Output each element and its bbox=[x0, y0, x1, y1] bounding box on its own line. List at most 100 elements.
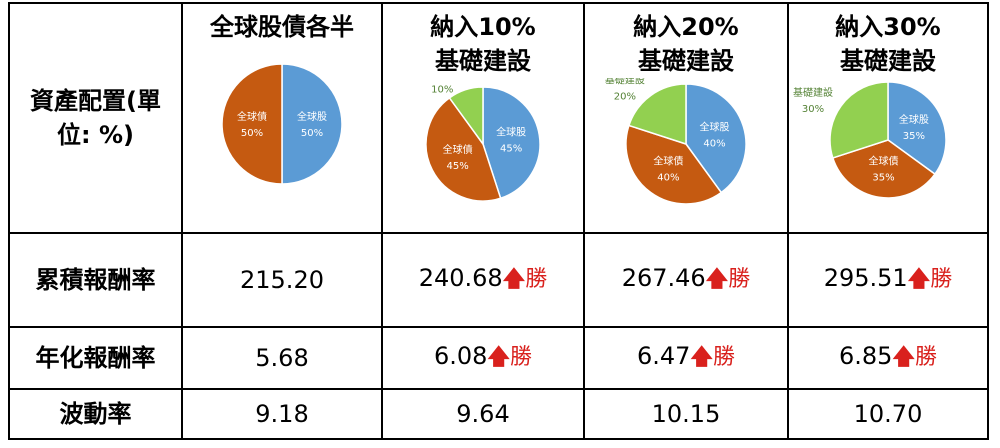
pie-slice-value: 30% bbox=[802, 104, 824, 115]
column-title-line: 基礎建設 bbox=[435, 47, 531, 75]
pie-slice-label: 全球債 bbox=[237, 110, 267, 123]
column-cell-2: 納入20% 基礎建設 全球股 40% 全球債 40% 基礎建設 20% bbox=[583, 2, 789, 234]
column-title-line: 納入30% bbox=[835, 13, 941, 41]
column-title-3: 納入30% 基礎建設 bbox=[789, 10, 987, 78]
value-cell: 9.18 bbox=[181, 388, 383, 440]
cumulative-return-row: 累積報酬率 215.20 240.68🡅勝 267.46🡅勝 295.51🡅勝 bbox=[8, 232, 989, 328]
up-arrow-icon: 🡅 bbox=[892, 344, 916, 370]
value-cell: 6.85🡅勝 bbox=[787, 326, 989, 390]
pie-slice-value: 50% bbox=[301, 128, 323, 139]
value: 240.68 bbox=[418, 263, 503, 292]
value: 10.70 bbox=[853, 400, 923, 428]
pie-slice-value: 40% bbox=[657, 172, 679, 183]
value: 5.68 bbox=[255, 344, 309, 372]
pie-slice-label: 基礎建設 bbox=[793, 86, 833, 99]
pie-slice-label: 全球債 bbox=[653, 154, 683, 167]
pie-slice bbox=[685, 83, 747, 194]
column-title-0: 全球股債各半 bbox=[183, 10, 381, 44]
value: 9.18 bbox=[255, 400, 309, 428]
pie-slice-value: 45% bbox=[500, 144, 522, 155]
pie-slice bbox=[425, 96, 502, 202]
win-label: 勝 bbox=[510, 344, 533, 370]
row-header-cell: 資產配置(單位: %) bbox=[8, 2, 183, 234]
pie-slice bbox=[627, 83, 687, 146]
pie-slice-label: 全球債 bbox=[443, 143, 473, 156]
pie-slice-value: 45% bbox=[446, 161, 468, 172]
column-title-2: 納入20% 基礎建設 bbox=[585, 10, 787, 78]
pie-slice bbox=[482, 86, 541, 200]
value: 267.46 bbox=[621, 263, 706, 292]
pie-slice-value: 10% bbox=[431, 84, 453, 95]
up-arrow-icon: 🡅 bbox=[487, 344, 511, 370]
pie-chart-1: 全球股 45% 全球債 45% 基礎建設 10% bbox=[422, 66, 541, 202]
pie-slice-value: 35% bbox=[872, 173, 894, 184]
pie-slice bbox=[887, 81, 947, 176]
value: 9.64 bbox=[456, 400, 510, 428]
value-cell: 10.70 bbox=[787, 388, 989, 440]
column-cell-1: 納入10% 基礎建設 全球股 45% 全球債 45% 基礎建設 10% bbox=[381, 2, 585, 234]
pie-slice-label: 基礎建設 bbox=[605, 78, 645, 86]
column-title-line: 基礎建設 bbox=[638, 47, 734, 75]
up-arrow-icon: 🡅 bbox=[690, 344, 714, 370]
win-label: 勝 bbox=[930, 266, 953, 292]
value-cell: 6.08🡅勝 bbox=[381, 326, 585, 390]
pie-slice bbox=[448, 86, 484, 147]
pie-slice-value: 50% bbox=[241, 128, 263, 139]
value: 6.85 bbox=[838, 341, 893, 370]
pie-slice-label: 全球股 bbox=[700, 121, 730, 134]
pie-slice-value: 20% bbox=[614, 91, 636, 102]
value-cell: 9.64 bbox=[381, 388, 585, 440]
volatility-row: 波動率 9.18 9.64 10.15 10.70 bbox=[8, 388, 989, 440]
win-label: 勝 bbox=[713, 344, 736, 370]
value-cell: 6.47🡅勝 bbox=[583, 326, 789, 390]
column-title-line: 基礎建設 bbox=[840, 47, 936, 75]
row-label-cell: 波動率 bbox=[8, 388, 183, 440]
up-arrow-icon: 🡅 bbox=[907, 266, 931, 292]
column-title-line: 納入10% bbox=[430, 13, 536, 41]
pie-slice-value: 35% bbox=[903, 131, 925, 142]
column-cell-3: 納入30% 基礎建設 全球股 35% 全球債 35% 基礎建設 30% bbox=[787, 2, 989, 234]
column-title-line: 全球股債各半 bbox=[210, 13, 354, 41]
up-arrow-icon: 🡅 bbox=[502, 266, 526, 292]
pie-slice bbox=[221, 63, 283, 185]
pie-slice-value: 40% bbox=[703, 139, 725, 150]
pie-chart-2: 全球股 40% 全球債 40% 基礎建設 20% bbox=[605, 73, 747, 205]
row-label: 波動率 bbox=[59, 400, 132, 428]
row-header-allocation: 資產配置(單位: %) bbox=[30, 87, 161, 149]
value: 215.20 bbox=[240, 266, 324, 294]
row-label: 年化報酬率 bbox=[35, 344, 156, 372]
up-arrow-icon: 🡅 bbox=[705, 266, 729, 292]
value: 295.51 bbox=[823, 263, 908, 292]
win-label: 勝 bbox=[915, 344, 938, 370]
pie-chart-0: 全球股 50% 全球債 50% bbox=[221, 63, 343, 185]
pie-chart-3: 全球股 35% 全球債 35% 基礎建設 30% bbox=[793, 81, 947, 199]
value-cell: 5.68 bbox=[181, 326, 383, 390]
pie-slice-label: 全球股 bbox=[899, 113, 929, 126]
column-title-1: 納入10% 基礎建設 bbox=[383, 10, 583, 78]
column-cell-0: 全球股債各半 全球股 50% 全球債 50% bbox=[181, 2, 383, 234]
row-label-cell: 累積報酬率 bbox=[8, 232, 183, 328]
value: 6.47 bbox=[636, 341, 691, 370]
row-label: 累積報酬率 bbox=[35, 266, 156, 294]
win-label: 勝 bbox=[525, 266, 548, 292]
allocation-comparison-table: 資產配置(單位: %) 全球股債各半 全球股 50% 全球債 50% 納入10% 基礎… bbox=[8, 2, 989, 440]
value-cell: 10.15 bbox=[583, 388, 789, 440]
pie-slice bbox=[831, 139, 936, 199]
pie-slice bbox=[829, 81, 889, 159]
row-label-cell: 年化報酬率 bbox=[8, 326, 183, 390]
value-cell: 267.46🡅勝 bbox=[583, 232, 789, 328]
pie-slice bbox=[625, 124, 723, 205]
value-cell: 215.20 bbox=[181, 232, 383, 328]
column-title-line: 納入20% bbox=[633, 13, 739, 41]
pie-slice-label: 基礎建設 bbox=[422, 78, 462, 79]
value: 10.15 bbox=[651, 400, 721, 428]
annualized-return-row: 年化報酬率 5.68 6.08🡅勝 6.47🡅勝 6.85🡅勝 bbox=[8, 326, 989, 390]
pie-slice bbox=[281, 63, 343, 185]
win-label: 勝 bbox=[728, 266, 751, 292]
value: 6.08 bbox=[433, 341, 488, 370]
allocation-row: 資產配置(單位: %) 全球股債各半 全球股 50% 全球債 50% 納入10% 基礎… bbox=[8, 2, 989, 234]
pie-slice-label: 全球股 bbox=[297, 110, 327, 123]
value-cell: 240.68🡅勝 bbox=[381, 232, 585, 328]
pie-slice-label: 全球債 bbox=[868, 155, 898, 168]
pie-slice-label: 全球股 bbox=[496, 126, 526, 139]
